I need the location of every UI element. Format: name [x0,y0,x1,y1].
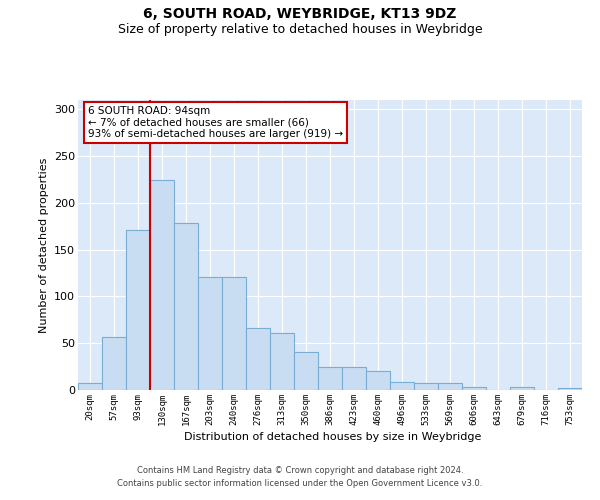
Bar [198,277,222,390]
Text: 6 SOUTH ROAD: 94sqm
← 7% of detached houses are smaller (66)
93% of semi-detache: 6 SOUTH ROAD: 94sqm ← 7% of detached hou… [88,106,343,139]
Bar [390,382,414,390]
Bar [78,384,102,390]
Bar [366,372,390,390]
Text: Contains HM Land Registry data © Crown copyright and database right 2024.
Contai: Contains HM Land Registry data © Crown c… [118,466,482,487]
Bar [438,382,462,390]
Bar [318,366,342,390]
Bar [246,328,270,390]
Bar [102,336,126,390]
Text: Size of property relative to detached houses in Weybridge: Size of property relative to detached ho… [118,22,482,36]
Text: 6, SOUTH ROAD, WEYBRIDGE, KT13 9DZ: 6, SOUTH ROAD, WEYBRIDGE, KT13 9DZ [143,8,457,22]
Text: Distribution of detached houses by size in Weybridge: Distribution of detached houses by size … [184,432,482,442]
Bar [558,388,582,390]
Bar [126,230,150,390]
Bar [150,180,174,390]
Bar [294,352,318,390]
Bar [222,277,246,390]
Bar [462,387,486,390]
Bar [270,333,294,390]
Y-axis label: Number of detached properties: Number of detached properties [38,158,49,332]
Bar [342,366,366,390]
Bar [174,224,198,390]
Bar [510,387,534,390]
Bar [414,382,438,390]
